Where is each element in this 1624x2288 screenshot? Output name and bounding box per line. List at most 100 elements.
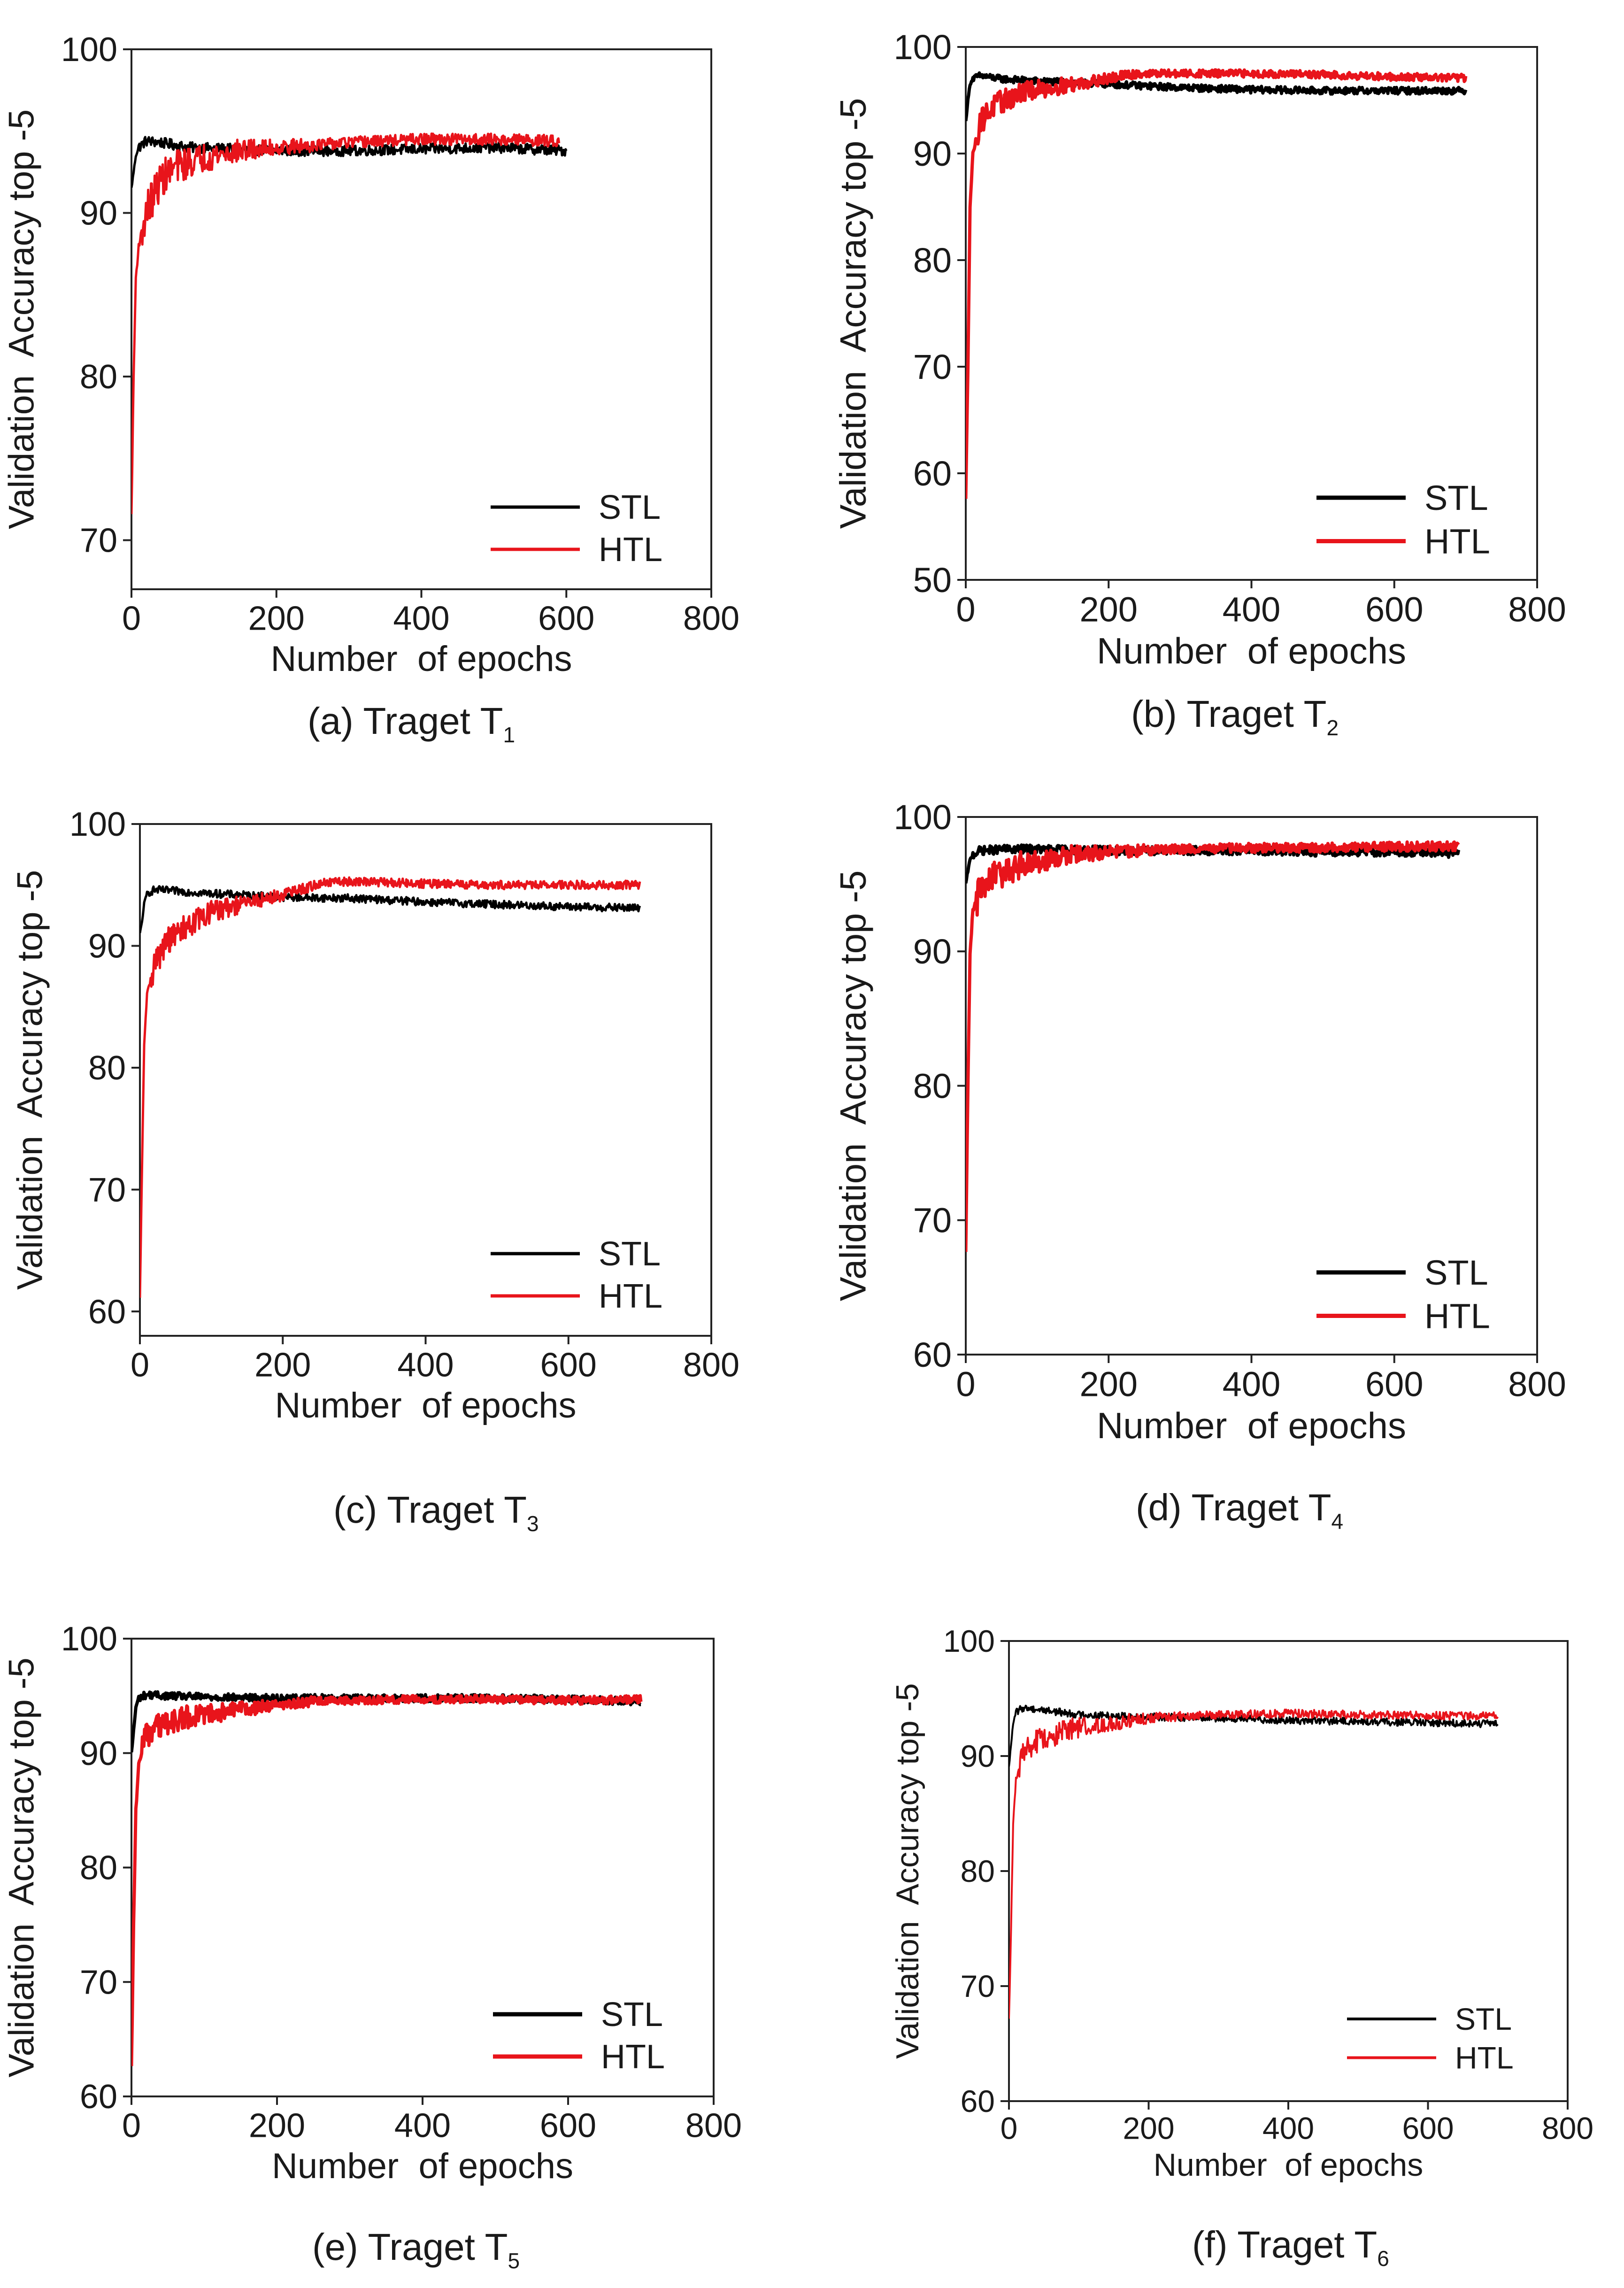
chart-c-caption: (c) Traget T3 (333, 1488, 539, 1536)
y-axis-title: Validation Accuracy top -5 (1, 1657, 41, 2077)
y-tick-label: 60 (80, 2078, 117, 2116)
y-tick-label: 90 (80, 195, 117, 232)
y-axis-title: Validation Accuracy top -5 (832, 98, 874, 529)
y-tick-label: 100 (61, 1620, 117, 1658)
chart-panel-a: 0 200 400 600 800 70 80 90 100 Number of epochs Va… (0, 0, 798, 761)
chart-a-caption-subscript: 1 (503, 723, 516, 747)
x-tick-label: 600 (538, 600, 594, 637)
chart-b-caption: (b) Traget T2 (1131, 693, 1339, 740)
y-axis-title: Validation Accuracy top -5 (1, 109, 41, 529)
y-tick-label: 100 (943, 1624, 995, 1658)
series-line-htl (131, 1694, 643, 2066)
chart-e-caption-text: (e) Traget T (312, 2226, 508, 2268)
x-tick-label: 200 (1080, 590, 1138, 629)
chart-c-caption-subscript: 3 (526, 1511, 539, 1536)
x-axis-title: Number of epochs (1097, 1405, 1406, 1446)
chart-d-caption-text: (d) Traget T (1136, 1487, 1332, 1528)
legend-label-stl: STL (601, 1996, 663, 2034)
chart-d-svg: 0 200 400 600 800 60 70 80 90 100 Number of epochs… (832, 798, 1566, 1446)
legend-label-stl: STL (1424, 1253, 1488, 1292)
series-line-htl (966, 840, 1460, 1252)
x-axis-title: Number of epochs (272, 2146, 573, 2186)
x-tick-label: 600 (1365, 1364, 1423, 1403)
chart-b-caption-text: (b) Traget T (1131, 693, 1327, 735)
chart-b-svg: 0 200 400 600 800 50 60 70 80 90 100 Number of epoc… (832, 28, 1566, 671)
x-axis-title: Number of epochs (1154, 2147, 1424, 2183)
legend-label-stl: STL (599, 489, 661, 526)
series-line-htl (131, 132, 561, 515)
x-tick-label: 0 (1001, 2111, 1018, 2146)
chart-a-svg: 0 200 400 600 800 70 80 90 100 Number of epochs Va… (1, 31, 739, 679)
x-tick-label: 400 (1262, 2111, 1314, 2146)
series-line-stl (1009, 1704, 1499, 1767)
chart-f-caption: (f) Traget T6 (1192, 2223, 1389, 2271)
series-line-stl (140, 885, 641, 933)
chart-e-caption: (e) Traget T5 (312, 2226, 520, 2273)
legend-label-stl: STL (1424, 478, 1488, 517)
x-tick-label: 600 (540, 2107, 596, 2144)
y-tick-label: 100 (69, 806, 126, 843)
y-axis-title: Validation Accuracy top -5 (890, 1683, 925, 2059)
y-tick-label: 50 (913, 561, 952, 600)
legend-label-htl: HTL (1424, 1296, 1490, 1335)
y-tick-label: 100 (61, 31, 117, 69)
x-tick-label: 600 (540, 1346, 597, 1384)
legend-label-stl: STL (1455, 2002, 1512, 2036)
x-tick-label: 0 (122, 600, 141, 637)
chart-a-caption-text: (a) Traget T (308, 700, 503, 742)
y-tick-label: 90 (913, 932, 952, 971)
y-tick-label: 60 (913, 454, 952, 493)
y-tick-label: 60 (961, 2084, 995, 2119)
x-tick-label: 800 (1508, 590, 1566, 629)
chart-d-caption: (d) Traget T4 (1136, 1486, 1343, 1534)
y-tick-label: 70 (961, 1969, 995, 2003)
chart-b-caption-subscript: 2 (1326, 716, 1339, 740)
legend-label-htl: HTL (601, 2038, 665, 2076)
chart-panel-c: 0 200 400 600 800 60 70 80 90 100 Number of epochs… (0, 770, 798, 1540)
chart-a-caption: (a) Traget T1 (308, 700, 515, 747)
y-tick-label: 70 (913, 1201, 952, 1240)
chart-e-svg: 0 200 400 600 800 60 70 80 90 100 Number of epochs… (1, 1620, 742, 2186)
chart-f-caption-subscript: 6 (1377, 2246, 1389, 2271)
legend-label-htl: HTL (599, 531, 662, 569)
x-tick-label: 400 (394, 2107, 451, 2144)
chart-c-caption-text: (c) Traget T (333, 1489, 527, 1531)
chart-panel-e: 0 200 400 600 800 60 70 80 90 100 Number of epochs… (0, 1587, 798, 2288)
x-tick-label: 400 (1223, 1364, 1280, 1403)
x-tick-label: 800 (683, 1346, 739, 1384)
x-tick-label: 0 (122, 2107, 141, 2144)
y-tick-label: 70 (913, 347, 952, 386)
x-tick-label: 200 (1080, 1364, 1138, 1403)
x-tick-label: 0 (131, 1346, 149, 1384)
y-tick-label: 90 (88, 928, 126, 965)
legend-label-htl: HTL (599, 1278, 662, 1315)
y-tick-label: 60 (88, 1293, 126, 1331)
x-tick-label: 400 (397, 1346, 454, 1384)
y-tick-label: 80 (961, 1854, 995, 1888)
y-tick-label: 100 (894, 798, 952, 837)
x-tick-label: 0 (956, 1364, 975, 1403)
chart-e-caption-subscript: 5 (508, 2249, 520, 2273)
y-tick-label: 80 (88, 1049, 126, 1087)
x-tick-label: 600 (1365, 590, 1423, 629)
x-tick-label: 800 (685, 2107, 742, 2144)
y-axis-title: Validation Accuracy top -5 (10, 870, 50, 1290)
series-line-stl (966, 71, 1468, 122)
x-tick-label: 800 (683, 600, 739, 637)
y-tick-label: 90 (80, 1735, 117, 1772)
y-tick-label: 60 (913, 1335, 952, 1374)
x-tick-label: 800 (1508, 1364, 1566, 1403)
x-axis-title: Number of epochs (1097, 630, 1406, 671)
y-tick-label: 70 (88, 1171, 126, 1209)
series-line-htl (966, 68, 1468, 499)
chart-panel-b: 0 200 400 600 800 50 60 70 80 90 100 Number of epoc… (826, 0, 1624, 761)
x-tick-label: 200 (249, 2107, 305, 2144)
x-tick-label: 200 (254, 1346, 311, 1384)
y-tick-label: 80 (913, 241, 952, 280)
chart-f-svg: 0 200 400 600 800 60 70 80 90 100 Number of epochs… (890, 1624, 1593, 2183)
legend-label-stl: STL (599, 1235, 661, 1273)
y-tick-label: 80 (80, 1849, 117, 1887)
y-tick-label: 80 (913, 1066, 952, 1105)
y-tick-label: 80 (80, 358, 117, 396)
legend-label-htl: HTL (1455, 2041, 1514, 2075)
